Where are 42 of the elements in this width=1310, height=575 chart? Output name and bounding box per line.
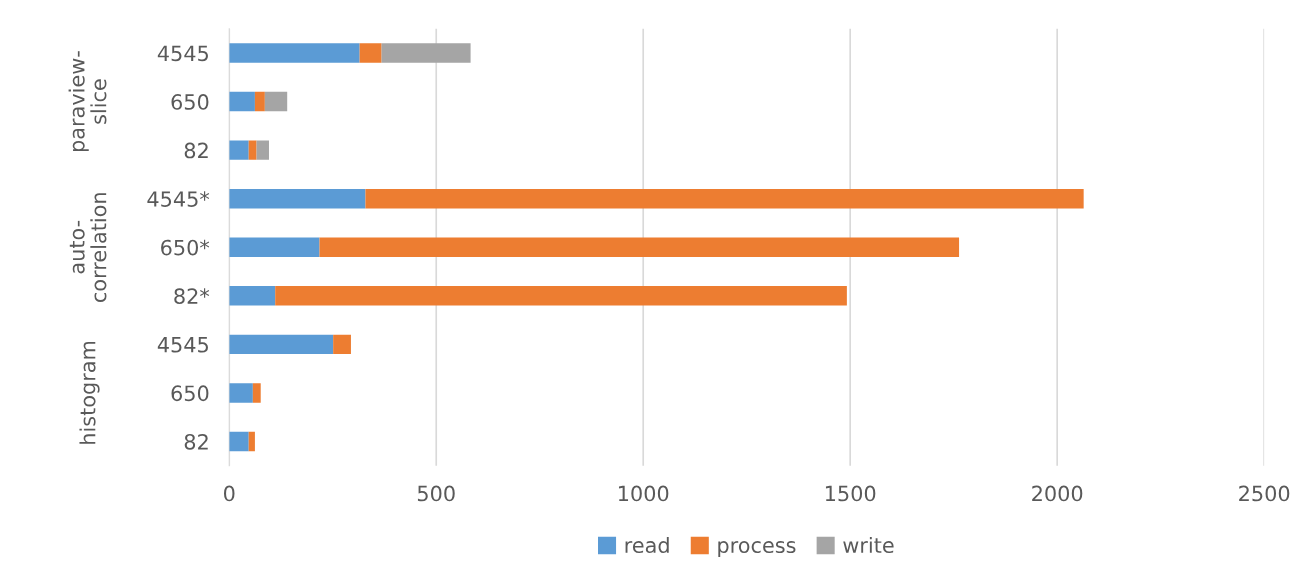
x-tick-label: 2500: [1239, 485, 1290, 502]
bar: [229, 383, 253, 403]
x-tick-label: 0: [224, 485, 235, 502]
y-tick-label: 650: [171, 94, 209, 110]
text: histogram: [79, 341, 100, 444]
bar: [229, 286, 276, 306]
bar: [254, 91, 265, 112]
y-tick-label: 4545*: [147, 191, 210, 207]
bar: [256, 140, 269, 160]
legend-label: read: [625, 536, 669, 554]
legend-label: process: [718, 541, 796, 558]
y-tick-label: 4545: [157, 45, 208, 62]
bar: [319, 237, 960, 257]
bar: [275, 286, 847, 306]
x-tick-label: 1500: [825, 485, 876, 502]
bar: [229, 91, 255, 112]
bar: [229, 237, 320, 257]
text: paraview- slice: [68, 51, 107, 152]
bar: [248, 431, 255, 452]
bar: [365, 188, 1084, 209]
y-tick-label: 82: [184, 433, 208, 450]
bar: [248, 140, 257, 160]
bar: [264, 91, 288, 112]
y-tick-label: 82: [184, 142, 208, 159]
bar: [229, 140, 249, 160]
legend-label: write: [843, 536, 894, 554]
bar: [229, 334, 334, 355]
x-tick-label: 2000: [1032, 485, 1083, 502]
bar: [252, 383, 261, 403]
x-tick-label: 1000: [618, 485, 669, 502]
y-tick-label: 4545: [157, 337, 208, 353]
bar: [229, 43, 360, 63]
y-tick-label: 650: [171, 385, 209, 402]
bar: [229, 431, 249, 452]
text: auto- correlation: [69, 193, 107, 302]
y-tick-label: 82*: [174, 288, 210, 305]
y-tick-label: 650*: [161, 239, 210, 256]
bar: [381, 43, 471, 63]
x-tick-label: 500: [417, 485, 455, 502]
bar: [359, 43, 382, 63]
bar: [333, 334, 351, 355]
bar: [229, 188, 366, 209]
